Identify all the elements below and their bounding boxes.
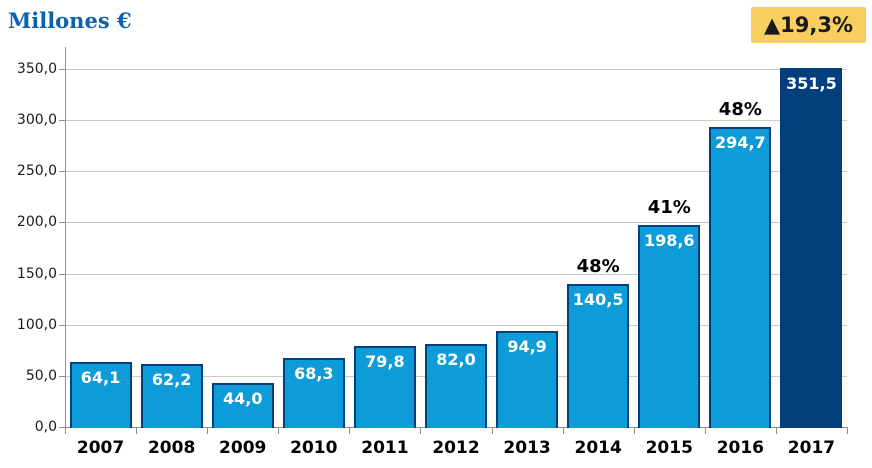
x-axis-tick bbox=[207, 428, 209, 434]
y-axis-tick bbox=[59, 427, 66, 428]
bar-value-label: 64,1 bbox=[80, 368, 121, 388]
y-tick-label: 350,0 bbox=[16, 61, 57, 77]
bar-2014: 140,5 bbox=[567, 284, 630, 428]
bar-value-label: 140,5 bbox=[572, 290, 624, 310]
x-axis-tick bbox=[349, 428, 351, 434]
y-axis-tick bbox=[59, 324, 66, 326]
x-axis-label-2015: 2015 bbox=[645, 438, 693, 458]
growth-badge-label: ▲19,3% bbox=[763, 13, 853, 37]
y-tick-label: 0,0 bbox=[34, 419, 57, 435]
x-axis-tick bbox=[136, 428, 138, 434]
x-axis-label-2012: 2012 bbox=[432, 438, 480, 458]
y-tick-label: 100,0 bbox=[16, 316, 57, 333]
gridline bbox=[65, 171, 847, 173]
growth-percent-label: 48% bbox=[718, 98, 762, 120]
bar-2015: 198,6 bbox=[638, 224, 701, 428]
x-axis-label-2017: 2017 bbox=[787, 438, 836, 458]
bar-2016: 294,7 bbox=[709, 126, 772, 428]
x-axis-label-2010: 2010 bbox=[290, 438, 338, 458]
growth-percent-label: 41% bbox=[647, 196, 691, 218]
x-axis-tick bbox=[420, 428, 422, 434]
plot-area: 64,1 2007 62,2 2008 44,0 2009 68,3 2010 79,8 2011… bbox=[59, 47, 848, 458]
bar-2011: 79,8 bbox=[353, 346, 416, 428]
bar-value-label: 294,7 bbox=[715, 132, 766, 152]
bar-2012: 82,0 bbox=[425, 344, 487, 428]
y-axis-tick bbox=[59, 375, 66, 377]
bar-2008: 62,2 bbox=[140, 364, 203, 428]
bar-value-label: 351,5 bbox=[786, 74, 837, 94]
growth-badge: ▲19,3% bbox=[750, 7, 866, 44]
bar-2010: 68,3 bbox=[282, 358, 345, 428]
bar-value-label: 62,2 bbox=[151, 370, 192, 390]
x-axis-tick bbox=[278, 428, 280, 434]
x-axis-label-2013: 2013 bbox=[503, 438, 551, 458]
x-axis-tick bbox=[847, 428, 848, 434]
bar-2009: 44,0 bbox=[211, 383, 274, 428]
y-tick-label: 150,0 bbox=[16, 265, 57, 282]
y-tick-label: 300,0 bbox=[16, 112, 57, 129]
x-axis-label-2014: 2014 bbox=[574, 438, 622, 458]
x-axis-label-2009: 2009 bbox=[219, 438, 267, 458]
bar-value-label: 198,6 bbox=[643, 230, 695, 250]
x-axis-tick bbox=[491, 428, 493, 434]
x-axis-tick bbox=[65, 428, 66, 434]
y-axis-tick bbox=[59, 120, 66, 122]
y-axis-tick bbox=[59, 69, 66, 70]
y-axis-tick bbox=[59, 171, 66, 173]
y-axis-tick bbox=[59, 273, 66, 275]
x-axis-label-2007: 2007 bbox=[76, 438, 125, 458]
bar-2013: 94,9 bbox=[496, 330, 559, 428]
growth-percent-label: 48% bbox=[576, 256, 620, 278]
gridline bbox=[65, 273, 847, 275]
gridline bbox=[65, 120, 847, 122]
gridline bbox=[65, 222, 847, 224]
y-tick-label: 50,0 bbox=[25, 367, 57, 384]
gridline bbox=[65, 324, 847, 326]
gridline bbox=[65, 69, 847, 70]
y-axis-line bbox=[65, 47, 66, 433]
bar-value-label: 94,9 bbox=[507, 336, 547, 356]
x-axis-tick bbox=[775, 428, 777, 434]
bar-value-label: 44,0 bbox=[222, 389, 263, 408]
x-axis-label-2008: 2008 bbox=[147, 438, 196, 458]
x-axis-tick bbox=[633, 428, 635, 434]
chart-title: Millones € bbox=[8, 8, 132, 33]
x-axis-tick bbox=[562, 428, 564, 434]
x-axis-tick bbox=[704, 428, 706, 434]
y-tick-label: 250,0 bbox=[16, 163, 57, 180]
bar-value-label: 82,0 bbox=[436, 350, 476, 370]
bar-value-label: 79,8 bbox=[365, 352, 405, 372]
x-axis-label-2016: 2016 bbox=[716, 438, 765, 458]
y-axis-tick bbox=[59, 222, 66, 224]
y-tick-label: 200,0 bbox=[16, 214, 57, 231]
bar-2017: 351,5 bbox=[780, 68, 843, 428]
bar-value-label: 68,3 bbox=[294, 364, 334, 384]
bar-2007: 64,1 bbox=[69, 362, 132, 428]
x-axis-label-2011: 2011 bbox=[361, 438, 409, 458]
